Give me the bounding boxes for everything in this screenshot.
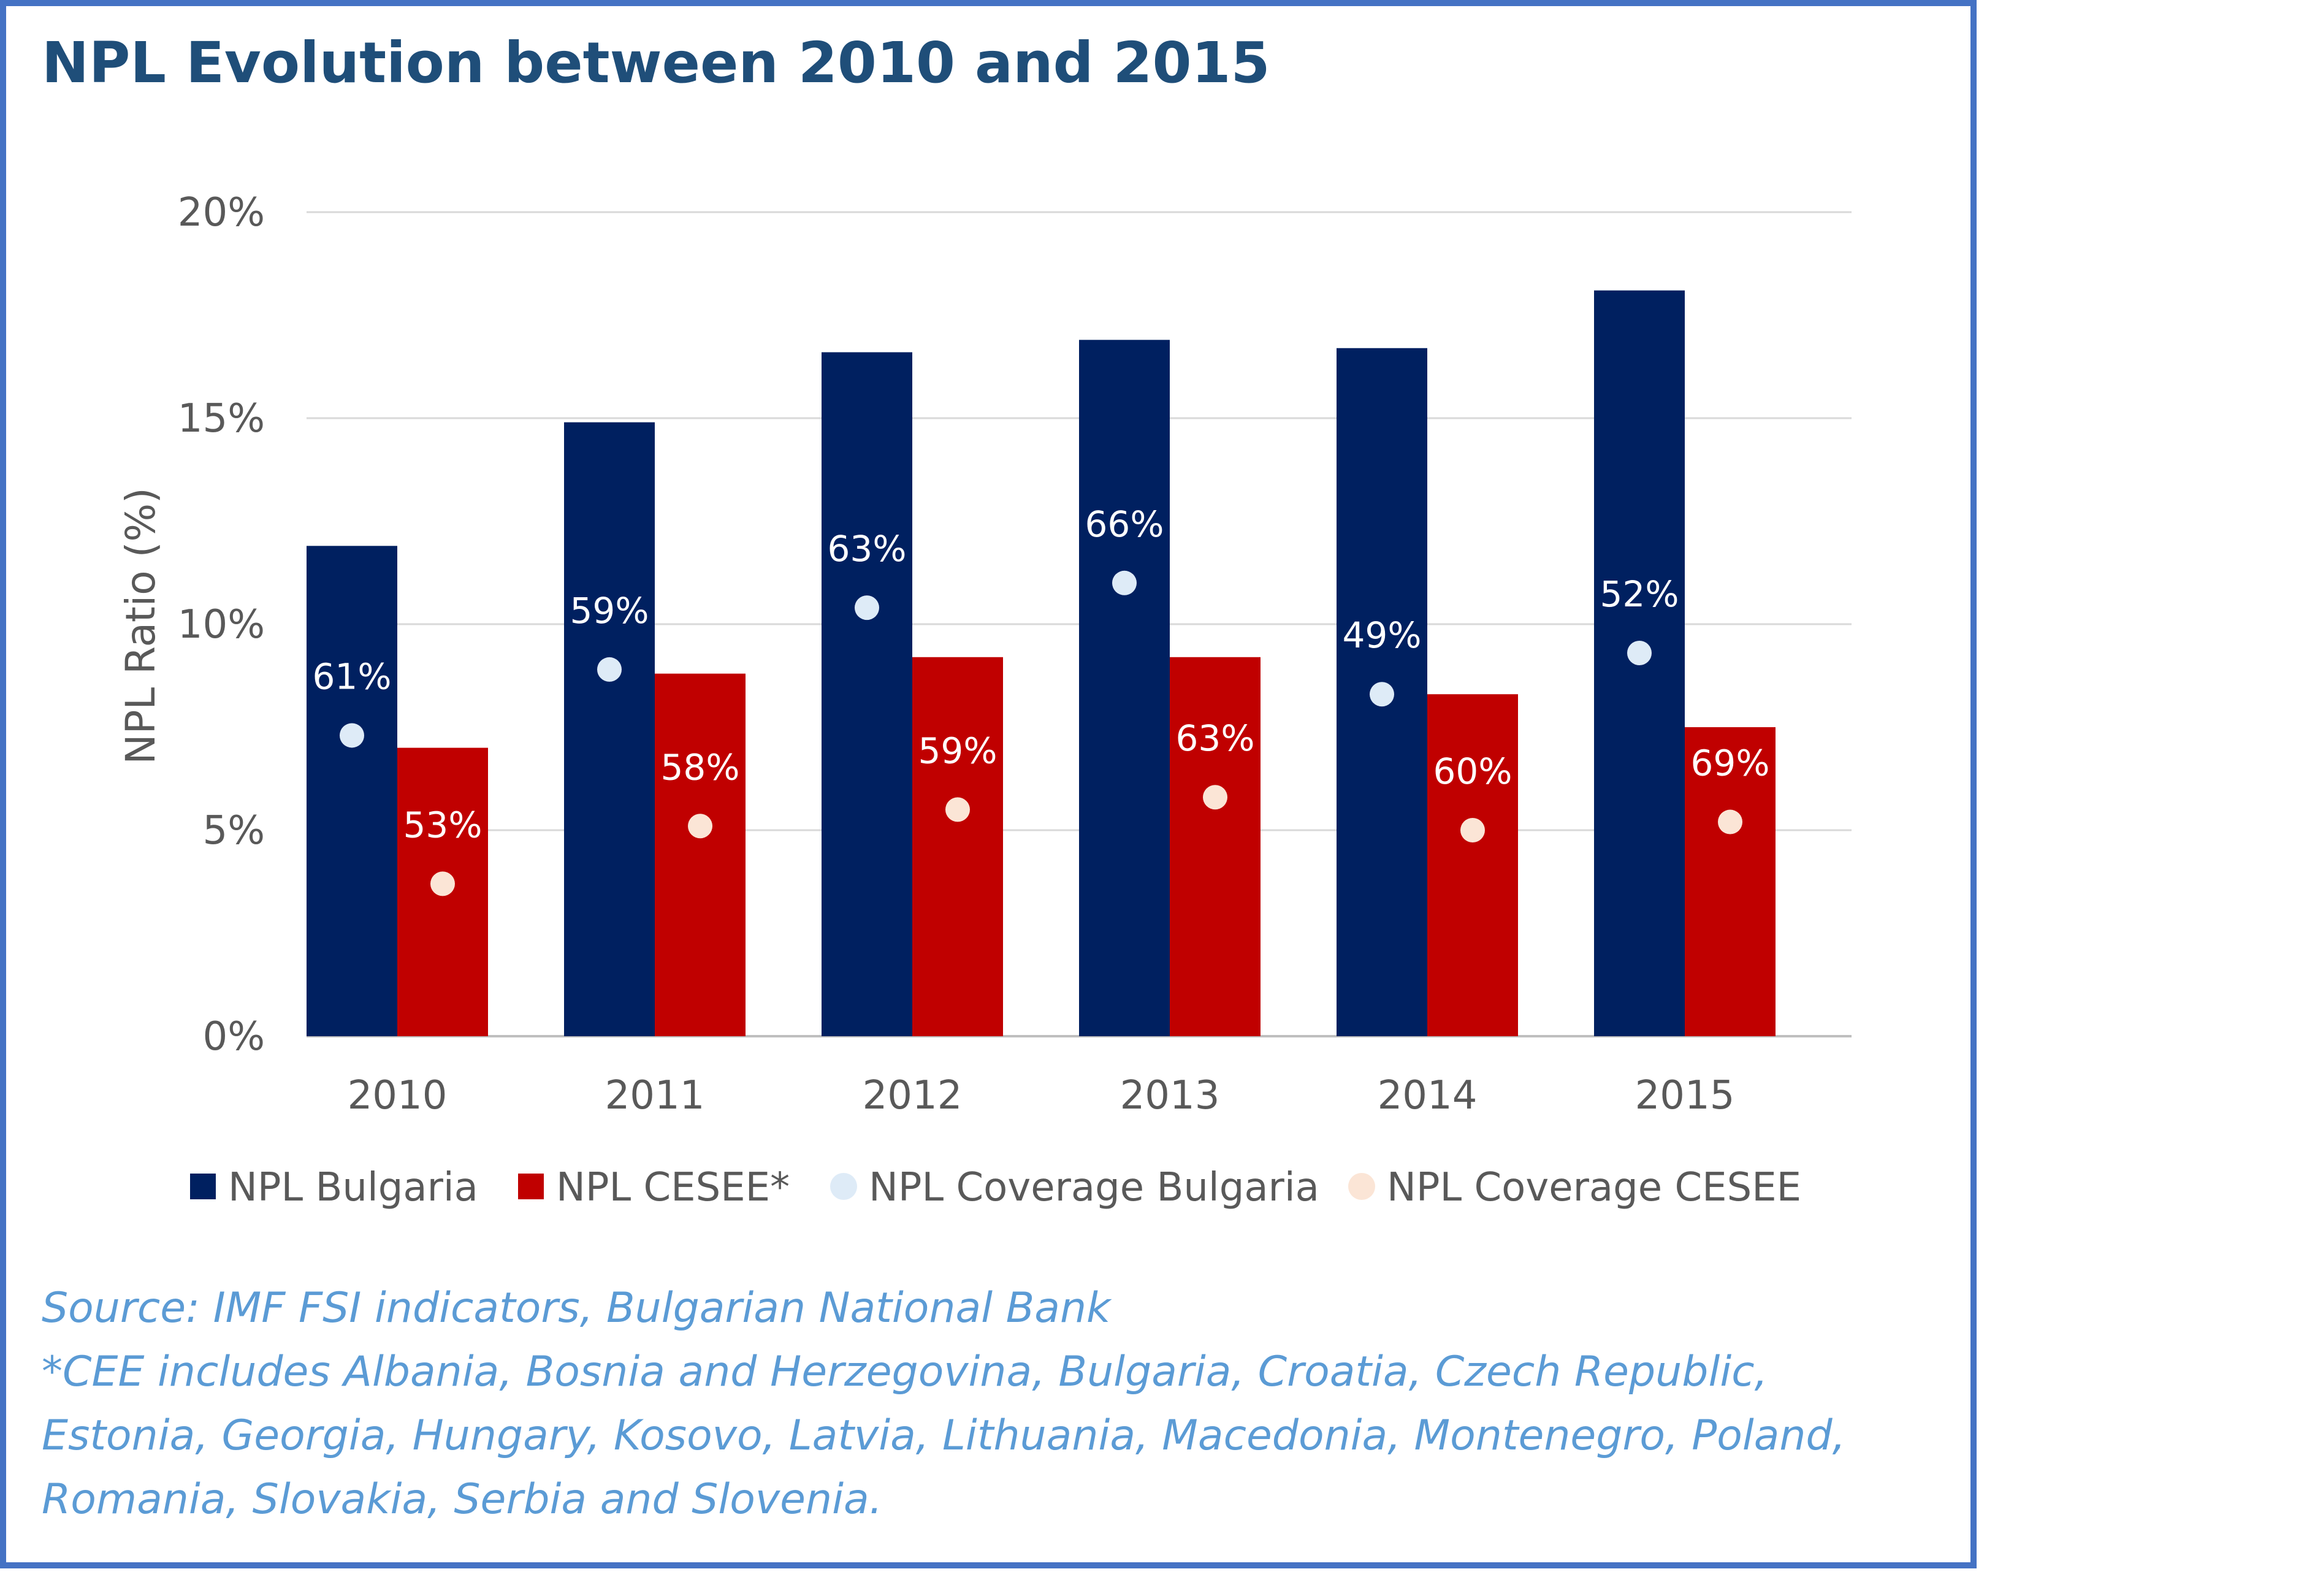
point-npl-coverage-cesee-2012 xyxy=(945,797,970,822)
point-npl-coverage-bulgaria-2014 xyxy=(1370,682,1394,707)
x-tick-label: 2012 xyxy=(863,1073,963,1118)
coverage-label-2015: 52% xyxy=(1600,573,1679,615)
y-tick-label: 15% xyxy=(178,396,265,441)
x-tick-label: 2013 xyxy=(1120,1073,1220,1118)
point-npl-coverage-cesee-2011 xyxy=(688,814,712,839)
source-note: Source: IMF FSI indicators, Bulgarian Na… xyxy=(42,1284,1112,1332)
y-tick-label: 20% xyxy=(178,190,265,235)
coverage-label-2014: 60% xyxy=(1433,750,1512,792)
point-npl-coverage-cesee-2013 xyxy=(1203,785,1227,810)
x-tick-label: 2014 xyxy=(1378,1073,1478,1118)
y-tick-label: 10% xyxy=(178,602,265,647)
point-npl-coverage-cesee-2014 xyxy=(1460,818,1485,842)
point-npl-coverage-cesee-2015 xyxy=(1718,809,1742,834)
bar-npl-cesee-2014 xyxy=(1427,694,1518,1036)
x-tick-label: 2015 xyxy=(1635,1073,1735,1118)
legend-label-npl-coverage-cesee: NPL Coverage CESEE xyxy=(1387,1165,1801,1210)
bars xyxy=(307,290,1776,1037)
point-npl-coverage-bulgaria-2015 xyxy=(1627,641,1652,666)
coverage-labels: 61% 53% 59% 58% 63% 59% 66% 63% 49% 60% 52% 69% xyxy=(313,503,1770,846)
coverage-label-2015: 69% xyxy=(1691,743,1770,784)
coverage-label-2013: 66% xyxy=(1085,503,1164,545)
coverage-label-2012: 59% xyxy=(918,730,998,771)
legend-swatch-npl-coverage-bulgaria xyxy=(830,1173,857,1200)
x-tick-labels: 2010 2011 2012 2013 2014 2015 xyxy=(348,1073,1735,1118)
legend-swatch-npl-bulgaria xyxy=(190,1174,216,1199)
footnote-line-3: Romania, Slovakia, Serbia and Slovenia. xyxy=(42,1475,882,1524)
legend-swatch-npl-coverage-cesee xyxy=(1348,1173,1375,1200)
legend-label-npl-coverage-bulgaria: NPL Coverage Bulgaria xyxy=(869,1165,1319,1210)
bar-npl-bulgaria-2010 xyxy=(307,546,397,1036)
x-tick-label: 2010 xyxy=(348,1073,448,1118)
y-tick-labels: 0% 5% 10% 15% 20% xyxy=(178,190,265,1060)
bar-npl-bulgaria-2012 xyxy=(822,352,912,1036)
coverage-label-2010: 61% xyxy=(313,655,392,697)
point-npl-coverage-bulgaria-2013 xyxy=(1112,570,1137,595)
bar-npl-cesee-2011 xyxy=(655,673,746,1036)
point-npl-coverage-cesee-2010 xyxy=(430,871,455,896)
point-npl-coverage-bulgaria-2012 xyxy=(855,595,879,620)
coverage-label-2014: 49% xyxy=(1343,614,1422,656)
y-tick-label: 5% xyxy=(202,808,265,853)
bar-npl-cesee-2015 xyxy=(1685,727,1776,1036)
legend-label-npl-cesee: NPL CESEE* xyxy=(556,1165,790,1210)
x-tick-label: 2011 xyxy=(605,1073,705,1118)
coverage-label-2011: 58% xyxy=(661,746,740,788)
coverage-label-2010: 53% xyxy=(403,804,483,846)
bar-npl-cesee-2012 xyxy=(912,657,1003,1036)
footnote-line-2: Estonia, Georgia, Hungary, Kosovo, Latvi… xyxy=(42,1411,1845,1460)
point-npl-coverage-bulgaria-2011 xyxy=(597,657,622,682)
legend-label-npl-bulgaria: NPL Bulgaria xyxy=(228,1165,478,1210)
footnote-line-1: *CEE includes Albania, Bosnia and Herzeg… xyxy=(42,1348,1768,1396)
legend: NPL Bulgaria NPL CESEE* NPL Coverage Bulga… xyxy=(190,1165,1801,1210)
y-axis-label: NPL Ratio (%) xyxy=(117,487,164,765)
coverage-points xyxy=(340,570,1742,896)
bar-npl-bulgaria-2011 xyxy=(564,422,655,1036)
chart-title: NPL Evolution between 2010 and 2015 xyxy=(42,30,1270,96)
bar-npl-bulgaria-2013 xyxy=(1079,340,1170,1036)
y-tick-label: 0% xyxy=(202,1014,265,1060)
coverage-label-2013: 63% xyxy=(1176,717,1255,759)
bar-npl-cesee-2013 xyxy=(1170,657,1261,1036)
point-npl-coverage-bulgaria-2010 xyxy=(340,723,364,748)
legend-swatch-npl-cesee xyxy=(518,1174,544,1199)
coverage-label-2012: 63% xyxy=(828,528,907,570)
coverage-label-2011: 59% xyxy=(570,590,649,632)
